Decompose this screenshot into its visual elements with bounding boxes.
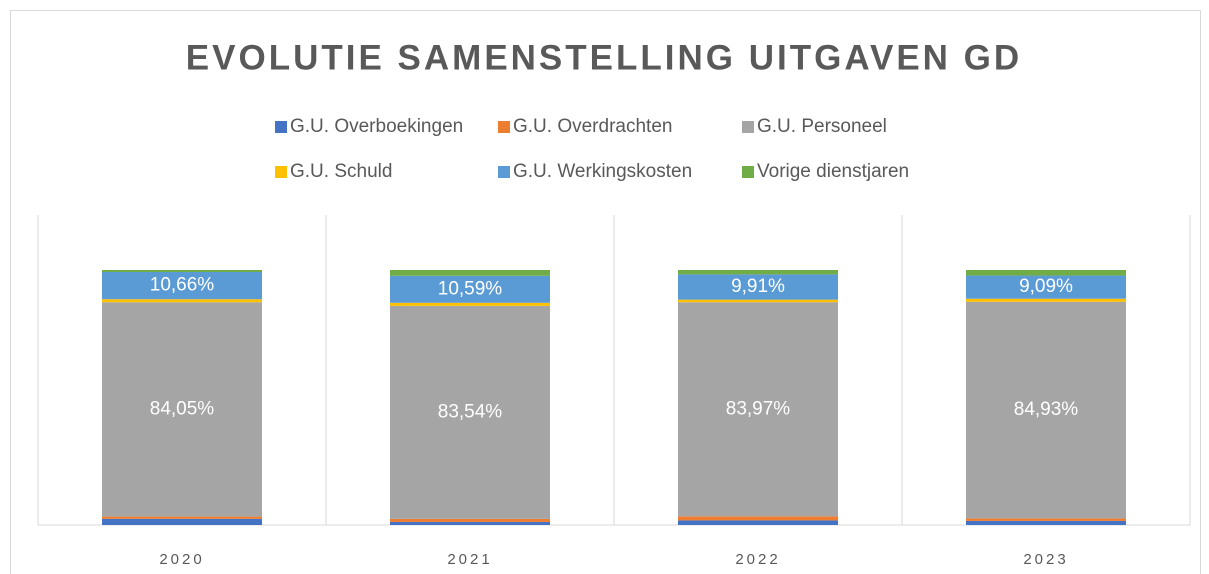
x-tick-label: 2020	[159, 551, 204, 568]
data-label: 83,97%	[726, 398, 791, 419]
chart-title: EVOLUTIE SAMENSTELLING UITGAVEN GD	[186, 38, 1022, 77]
bar-segment	[966, 270, 1126, 276]
legend-swatch	[275, 121, 287, 133]
x-tick-label: 2021	[447, 551, 492, 568]
bar-segment	[102, 270, 262, 273]
data-label: 9,91%	[731, 276, 785, 297]
legend-swatch	[742, 166, 754, 178]
bar-segment	[390, 275, 550, 303]
legend-swatch	[742, 121, 754, 133]
bar-segment	[390, 302, 550, 306]
legend-label: Vorige dienstjaren	[757, 161, 909, 182]
legend-swatch	[498, 121, 510, 133]
bar-segment	[390, 518, 550, 522]
data-label: 9,09%	[1019, 276, 1073, 297]
legend-swatch	[275, 166, 287, 178]
bar-segment	[678, 516, 838, 521]
bar-segment	[102, 516, 262, 519]
bar-segment	[102, 272, 262, 300]
bar-segment	[390, 270, 550, 276]
bar-segment	[678, 274, 838, 300]
bar-segment	[966, 298, 1126, 302]
bar-segment	[678, 270, 838, 275]
data-label: 84,05%	[150, 398, 215, 419]
bar-segment	[102, 518, 262, 525]
bar-segment	[102, 299, 262, 303]
legend-label: G.U. Overboekingen	[290, 116, 463, 137]
legend-label: G.U. Werkingskosten	[513, 161, 692, 182]
bar-segment	[678, 299, 838, 303]
x-tick-label: 2023	[1023, 551, 1068, 568]
bar-segment	[966, 275, 1126, 299]
bar-segment	[390, 305, 550, 519]
legend-label: G.U. Schuld	[290, 161, 392, 182]
bar-segment	[966, 301, 1126, 519]
bar-segment	[966, 518, 1126, 521]
bar-segment	[678, 302, 838, 517]
bar-segment	[102, 302, 262, 517]
legend-label: G.U. Overdrachten	[513, 116, 672, 137]
data-label: 83,54%	[438, 401, 503, 422]
x-tick-label: 2022	[735, 551, 780, 568]
data-label: 10,66%	[150, 275, 215, 296]
bar-segment	[678, 520, 838, 525]
bar-segment	[390, 521, 550, 525]
data-label: 10,59%	[438, 278, 503, 299]
legend-swatch	[498, 166, 510, 178]
legend-label: G.U. Personeel	[757, 116, 887, 137]
data-label: 84,93%	[1014, 399, 1079, 420]
bar-segment	[966, 520, 1126, 525]
